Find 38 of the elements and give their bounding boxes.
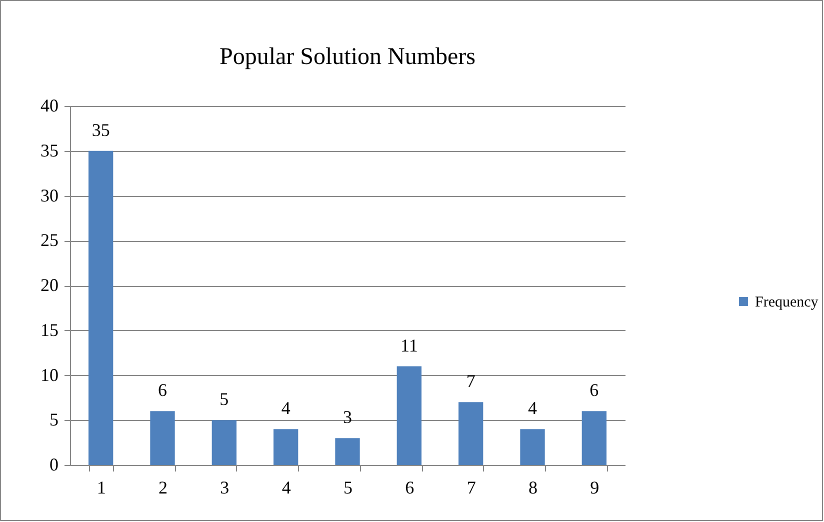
bar (335, 438, 360, 465)
data-label: 3 (343, 407, 352, 428)
data-label: 35 (92, 120, 110, 140)
data-label: 6 (158, 380, 167, 400)
bar (458, 402, 484, 465)
x-tick-label: 2 (158, 478, 168, 498)
y-tick-label: 15 (40, 320, 58, 340)
x-tick-label: 3 (220, 478, 230, 498)
y-tick-label: 35 (40, 140, 58, 160)
x-tick-label: 1 (96, 478, 106, 498)
y-tick-label: 5 (50, 410, 58, 430)
y-tick-label: 10 (40, 364, 58, 385)
data-label: 11 (400, 335, 418, 356)
x-tick-label: 6 (405, 478, 414, 498)
bar (520, 429, 545, 465)
x-tick-label: 9 (590, 478, 600, 498)
data-label: 7 (466, 371, 476, 392)
y-tick-label: 20 (40, 275, 58, 295)
data-label: 6 (590, 380, 599, 400)
y-tick-label: 25 (40, 230, 58, 250)
data-label: 4 (281, 398, 290, 418)
data-label: 5 (220, 389, 229, 410)
bar (150, 411, 175, 465)
bar (396, 366, 422, 465)
y-tick-label: 0 (50, 454, 58, 474)
x-tick-label: 5 (344, 478, 352, 498)
y-tick-label: 30 (40, 185, 58, 206)
bar (88, 150, 114, 465)
bar (274, 429, 298, 465)
bar (582, 411, 606, 465)
data-label: 4 (528, 398, 537, 418)
bar (212, 420, 236, 465)
x-tick-label: 7 (466, 478, 476, 498)
x-tick-label: 8 (528, 478, 538, 498)
chart-title: Popular Solution Numbers (220, 44, 476, 70)
x-tick-label: 4 (282, 478, 291, 498)
y-tick-label: 40 (40, 96, 58, 116)
legend-label: Frequency (755, 294, 819, 310)
